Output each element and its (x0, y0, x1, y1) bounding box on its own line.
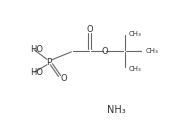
Text: O: O (86, 25, 93, 34)
Text: P: P (46, 58, 52, 67)
Text: HO: HO (30, 68, 43, 77)
Text: O: O (101, 47, 108, 56)
Text: CH₃: CH₃ (145, 48, 158, 54)
Text: NH₃: NH₃ (107, 104, 126, 115)
Text: CH₃: CH₃ (128, 31, 141, 37)
Text: HO: HO (30, 45, 43, 54)
Text: CH₃: CH₃ (128, 66, 141, 72)
Text: O: O (60, 74, 67, 83)
